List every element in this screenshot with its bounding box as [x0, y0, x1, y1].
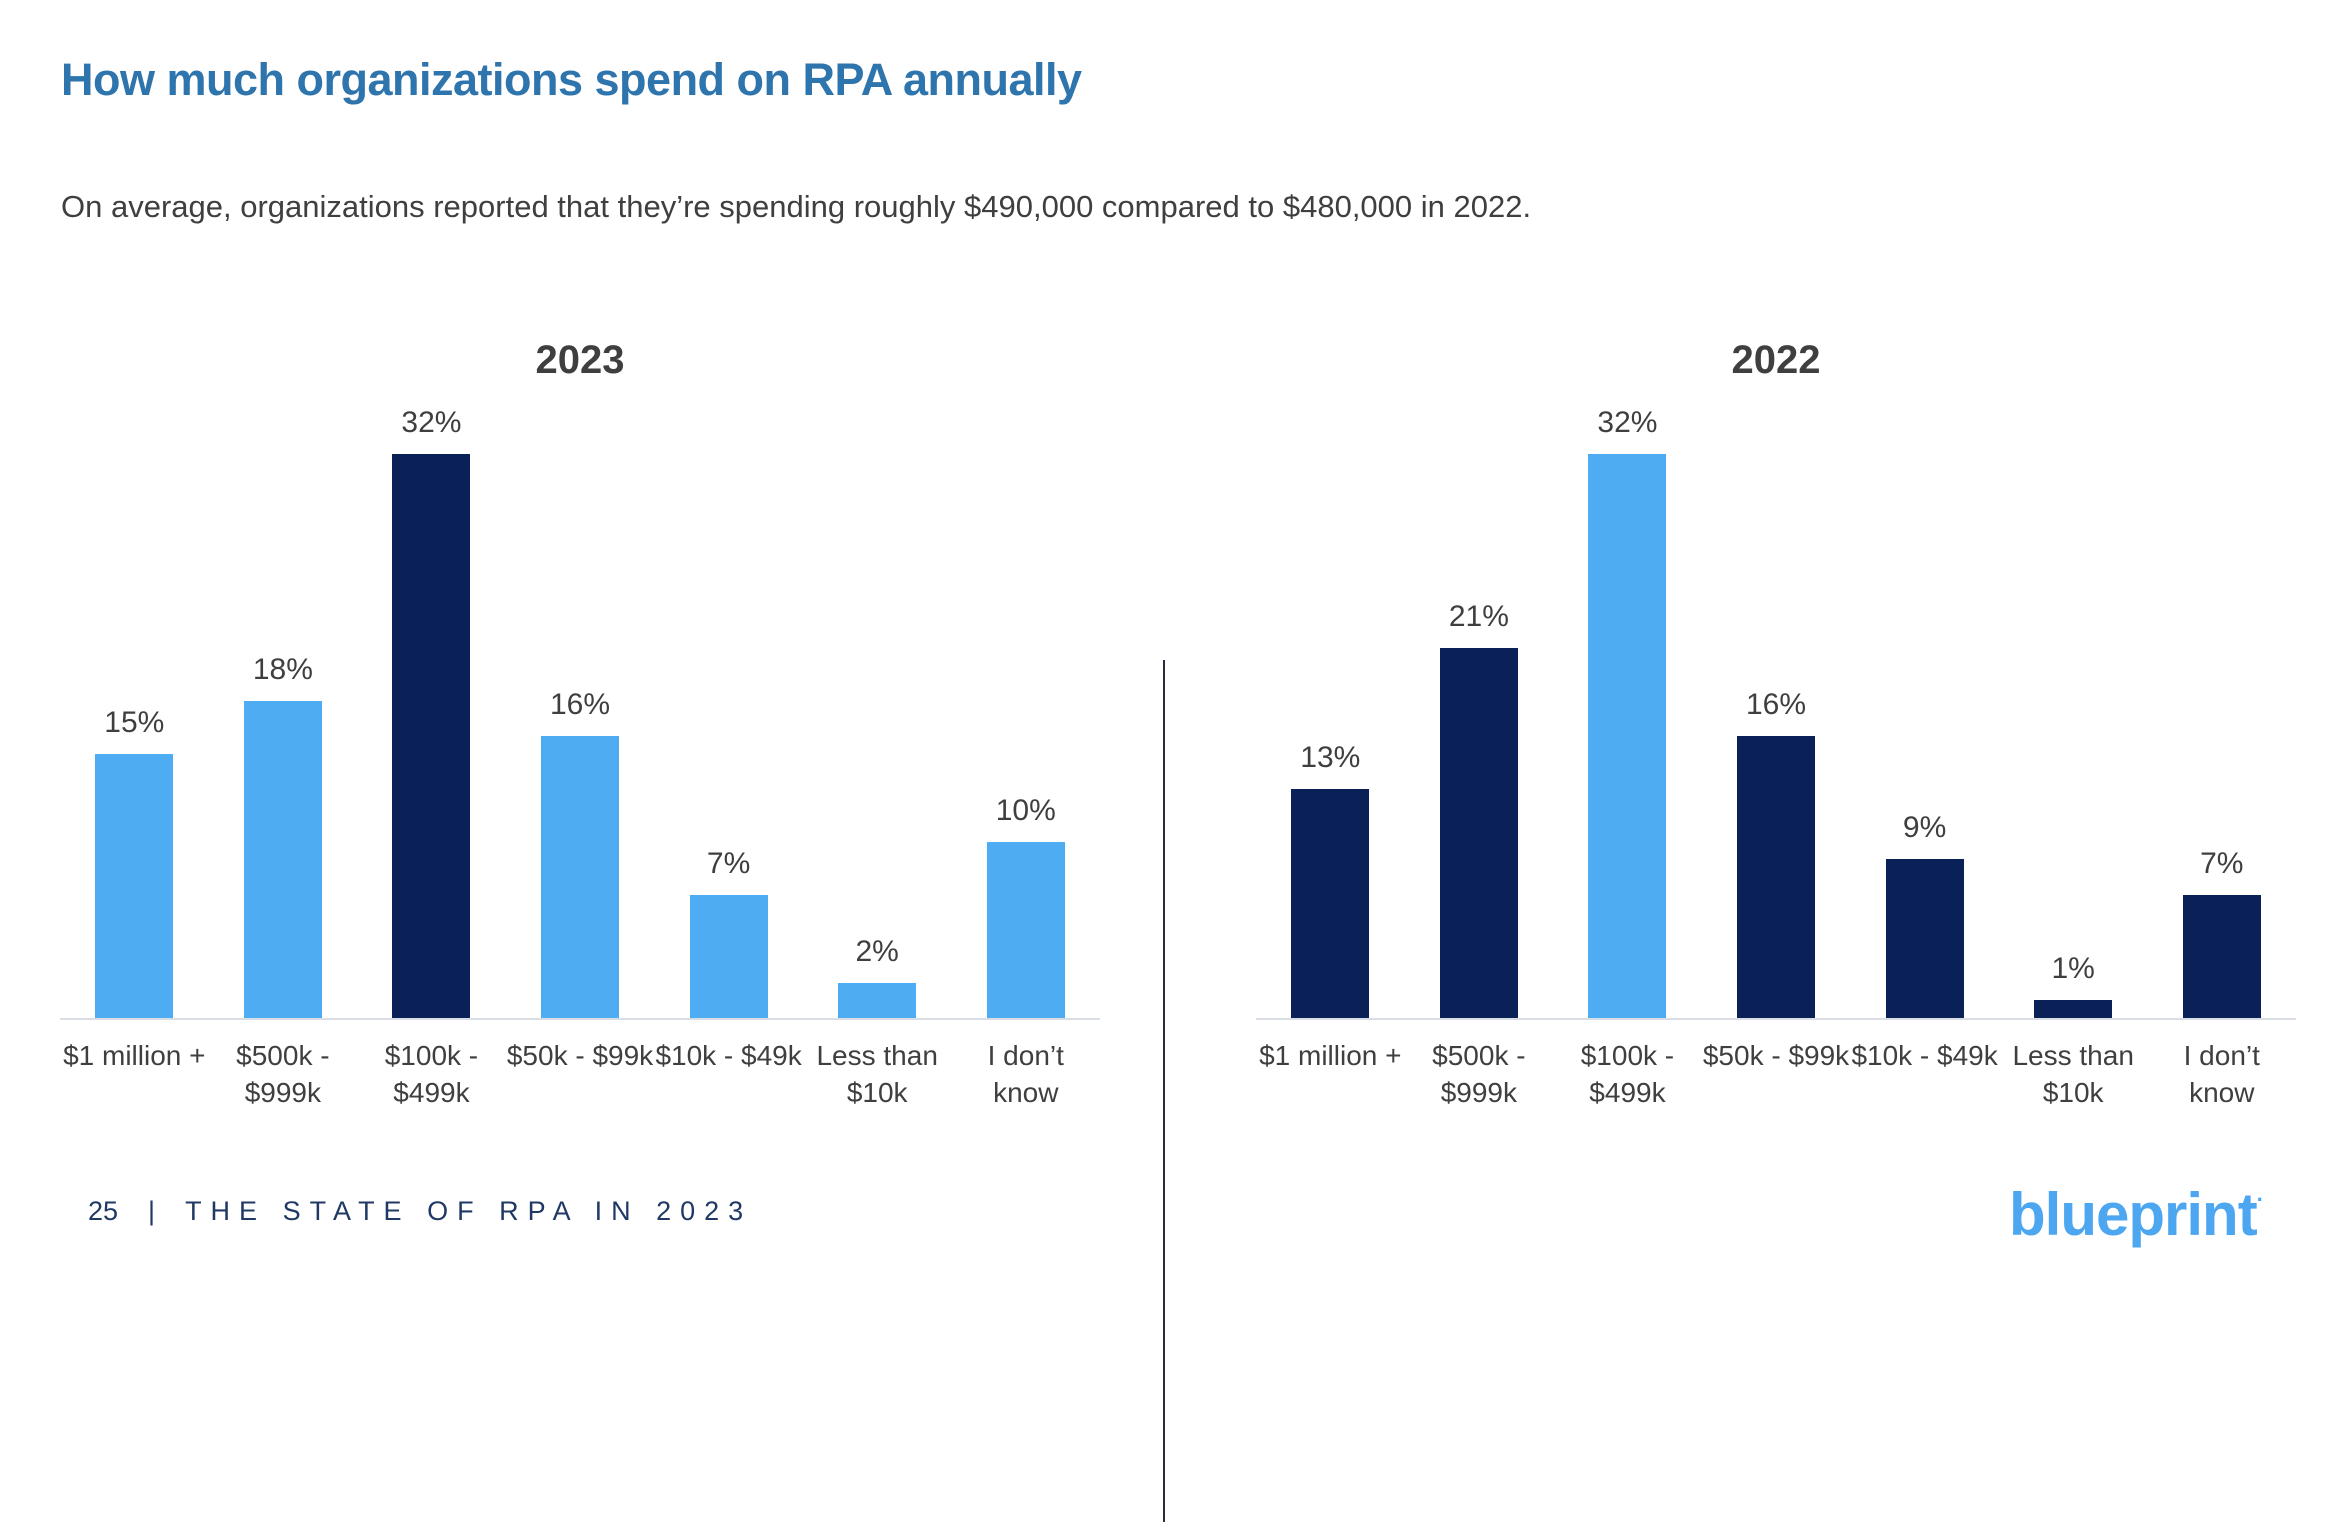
bar	[2182, 895, 2261, 1018]
bar-cell: 18%	[209, 653, 358, 1018]
panel-divider	[1163, 660, 1165, 1522]
bar-value-label: 32%	[1597, 406, 1658, 439]
bar	[986, 842, 1065, 1018]
bar-value-label: 21%	[1448, 600, 1509, 633]
bar	[838, 983, 917, 1018]
bar	[1885, 859, 1964, 1018]
page-number: 25	[88, 1196, 119, 1226]
category-label: $100k - $499k	[1580, 1040, 1675, 1108]
bar-cell: 32%	[1553, 406, 1702, 1018]
bar	[689, 895, 768, 1018]
category-label: Less than $10k	[2012, 1040, 2134, 1108]
bar	[392, 454, 471, 1018]
chart-panel-2022: 2022 13% 21% 32% 16% 9% 1% 7% $1 million + $500…	[1256, 338, 2296, 1112]
category-label: $10k - $49k	[1851, 1040, 1998, 1071]
bar	[243, 701, 322, 1018]
category-label: Less than $10k	[816, 1040, 938, 1108]
charts-section: 2023 15% 18% 32% 16% 7% 2% 10% $1 million + $50…	[0, 338, 2336, 1522]
bar-cell: 16%	[506, 688, 655, 1018]
category-label: $1 million +	[63, 1040, 206, 1071]
bar-cell: 10%	[951, 794, 1100, 1018]
bar-value-label: 7%	[706, 847, 751, 880]
bar	[1588, 454, 1667, 1018]
category-label: I don’t know	[2183, 1040, 2260, 1108]
chart-title-2023: 2023	[535, 338, 625, 382]
blueprint-logo-mark: ·	[2256, 1187, 2264, 1212]
bar-value-label: 18%	[252, 653, 313, 686]
category-label: $50k - $99k	[506, 1040, 654, 1071]
bar	[1737, 736, 1816, 1018]
bar-cell: 32%	[357, 406, 506, 1018]
bar-value-label: 9%	[1902, 811, 1947, 844]
bar-value-label: 16%	[550, 688, 611, 721]
bar	[1439, 648, 1518, 1018]
bar-value-label: 2%	[855, 935, 899, 968]
bar-value-label: 13%	[1300, 741, 1361, 774]
category-label: $500k - $999k	[1432, 1040, 1526, 1108]
category-axis-2023: $1 million + $500k - $999k $100k - $499k $5…	[60, 1020, 1100, 1112]
bar	[2034, 1000, 2113, 1018]
category-label: $500k - $999k	[236, 1040, 330, 1108]
page-subtitle: On average, organizations reported that …	[61, 189, 1532, 224]
bar-cell: 1%	[1999, 952, 2148, 1018]
bar-cell: 15%	[60, 706, 209, 1018]
bar-cell: 16%	[1702, 688, 1851, 1018]
chart-panel-2023: 2023 15% 18% 32% 16% 7% 2% 10% $1 million + $50…	[60, 338, 1100, 1112]
chart-title-2022: 2022	[1731, 338, 1821, 382]
footer-separator: |	[148, 1196, 156, 1226]
bar	[541, 736, 620, 1018]
bar-value-label: 15%	[104, 706, 165, 739]
bar-cell: 13%	[1256, 741, 1405, 1018]
bar	[1291, 789, 1370, 1018]
bar-cell: 21%	[1405, 600, 1554, 1018]
bar-value-label: 1%	[2051, 952, 2095, 985]
category-label: $100k - $499k	[384, 1040, 479, 1108]
bar-plot-2022: 13% 21% 32% 16% 9% 1% 7%	[1256, 400, 2296, 1020]
blueprint-logo: blueprint·	[2009, 1180, 2264, 1249]
category-axis-2022: $1 million + $500k - $999k $100k - $499k $5…	[1256, 1020, 2296, 1112]
footer: 25 | THE STATE OF RPA IN 2023	[88, 1196, 752, 1227]
page-title: How much organizations spend on RPA annu…	[61, 54, 1082, 106]
bar-cell: 7%	[2147, 847, 2296, 1018]
bar-value-label: 10%	[995, 794, 1056, 827]
category-label: I don’t know	[987, 1040, 1064, 1108]
bar-cell: 2%	[803, 935, 952, 1018]
bar-value-label: 7%	[2200, 847, 2244, 880]
category-label: $1 million +	[1259, 1040, 1402, 1071]
bar-cell: 7%	[654, 847, 803, 1018]
report-title: THE STATE OF RPA IN 2023	[185, 1196, 753, 1226]
bar-cell: 9%	[1850, 811, 1999, 1018]
bar-plot-2023: 15% 18% 32% 16% 7% 2% 10%	[60, 400, 1100, 1020]
category-label: $10k - $49k	[655, 1040, 802, 1071]
bar-value-label: 32%	[401, 406, 462, 439]
blueprint-logo-text: blueprint	[2009, 1181, 2258, 1248]
bar-value-label: 16%	[1746, 688, 1807, 721]
bar	[95, 754, 174, 1018]
category-label: $50k - $99k	[1702, 1040, 1850, 1071]
